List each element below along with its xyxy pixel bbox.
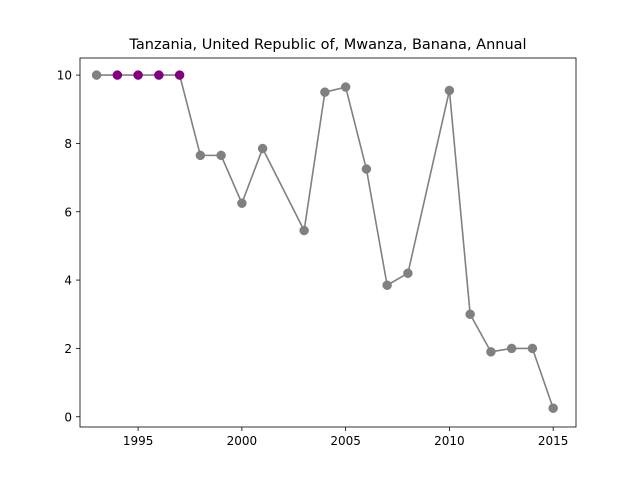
x-tick-label: 2015	[538, 434, 569, 448]
series-line	[96, 74, 554, 409]
data-point	[340, 82, 351, 92]
x-tick-label: 2005	[330, 434, 361, 448]
data-point	[382, 280, 392, 290]
highlighted-data-point	[174, 70, 185, 80]
y-tick-label: 6	[64, 205, 72, 219]
chart-title: Tanzania, United Republic of, Mwanza, Ba…	[128, 37, 526, 53]
data-point	[486, 347, 496, 357]
data-point	[320, 87, 330, 97]
highlighted-data-point	[112, 70, 123, 80]
data-point	[444, 85, 455, 96]
plot-area: 1995 2000 2005 2010 2015 0 2 4 6 8 10	[57, 57, 577, 448]
highlighted-data-point	[133, 70, 143, 80]
data-point	[216, 150, 226, 161]
data-point	[91, 70, 102, 80]
y-tick-label: 8	[64, 137, 72, 151]
highlighted-data-point	[154, 70, 164, 80]
x-tick-label: 2000	[227, 434, 258, 448]
data-point	[195, 150, 206, 161]
data-point	[299, 225, 309, 236]
data-point	[361, 164, 372, 174]
y-tick-label: 4	[64, 274, 72, 288]
x-tick-label: 1995	[123, 434, 154, 448]
data-point	[527, 343, 538, 354]
data-point	[237, 198, 247, 208]
data-point	[548, 403, 558, 413]
data-point	[465, 309, 475, 319]
data-point	[257, 143, 268, 154]
x-tick-label: 2010	[434, 434, 465, 448]
y-tick-label: 10	[57, 69, 72, 83]
data-point	[506, 343, 517, 354]
y-tick-label: 2	[64, 342, 72, 356]
data-point	[403, 268, 413, 278]
plot-frame	[79, 57, 577, 428]
y-tick-label: 0	[64, 410, 72, 424]
